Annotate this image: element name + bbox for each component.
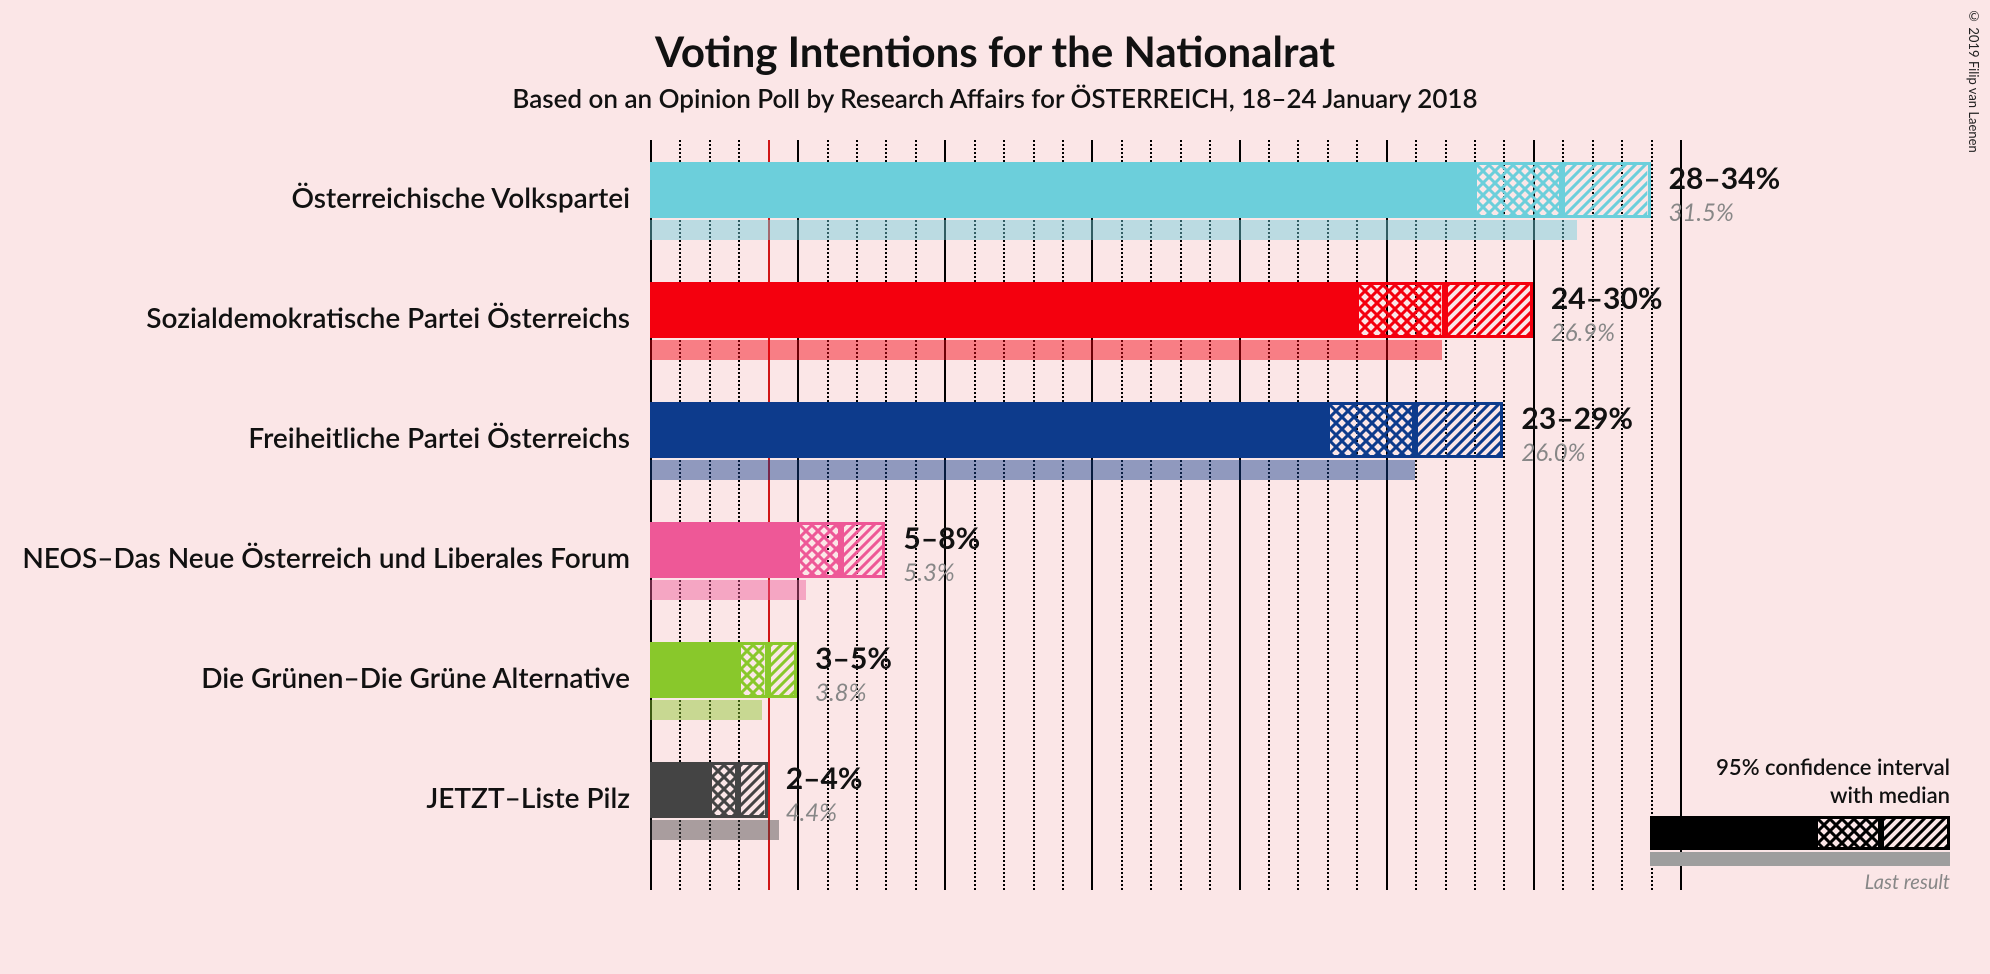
last-result-bar <box>650 820 779 840</box>
party-label: Freiheitliche Partei Österreichs <box>0 420 630 454</box>
chart-title: Voting Intentions for the Nationalrat <box>0 0 1990 76</box>
last-result-bar <box>650 700 762 720</box>
prev-label: 5.3% <box>903 558 954 587</box>
party-label: Die Grünen–Die Grüne Alternative <box>0 660 630 694</box>
last-result-bar <box>650 460 1415 480</box>
ci-bar <box>650 282 1533 338</box>
chart-subtitle: Based on an Opinion Poll by Research Aff… <box>0 82 1990 114</box>
ci-diag-segment <box>738 762 767 818</box>
ci-bar <box>650 762 768 818</box>
ci-bar <box>650 522 885 578</box>
ci-bar <box>650 162 1651 218</box>
ci-cross-segment <box>797 522 841 578</box>
ci-diag-segment <box>1445 282 1533 338</box>
legend: 95% confidence interval with median Last… <box>1610 753 1950 894</box>
range-label: 23–29% <box>1521 400 1633 436</box>
legend-title: 95% confidence interval with median <box>1610 753 1950 808</box>
ci-diag-segment <box>1562 162 1650 218</box>
ci-solid-segment <box>650 282 1356 338</box>
legend-line1: 95% confidence interval <box>1716 753 1950 780</box>
ci-cross-segment <box>709 762 738 818</box>
ci-bar <box>650 402 1503 458</box>
ci-solid-segment <box>650 522 797 578</box>
range-label: 2–4% <box>786 760 863 796</box>
ci-solid-segment <box>650 642 738 698</box>
ci-cross-segment <box>1356 282 1444 338</box>
party-label: NEOS–Das Neue Österreich und Liberales F… <box>0 540 630 574</box>
copyright-notice: © 2019 Filip van Laenen <box>1966 8 1982 153</box>
ci-solid-segment <box>650 162 1474 218</box>
prev-label: 31.5% <box>1669 198 1734 227</box>
party-label: Sozialdemokratische Partei Österreichs <box>0 300 630 334</box>
party-row: Freiheitliche Partei Österreichs 23–29%26… <box>0 388 1990 508</box>
legend-last-label: Last result <box>1610 870 1950 894</box>
party-row: Österreichische Volkspartei 28–34%31.5% <box>0 148 1990 268</box>
chart-area: Österreichische Volkspartei 28–34%31.5% So… <box>0 140 1990 940</box>
legend-last-bar <box>1650 852 1950 866</box>
range-label: 24–30% <box>1551 280 1663 316</box>
ci-solid-segment <box>650 402 1327 458</box>
legend-solid <box>1650 816 1815 850</box>
legend-line2: with median <box>1830 781 1950 808</box>
range-label: 5–8% <box>903 520 980 556</box>
prev-label: 26.9% <box>1551 318 1615 347</box>
range-label: 3–5% <box>815 640 892 676</box>
ci-cross-segment <box>1474 162 1562 218</box>
party-row: Die Grünen–Die Grüne Alternative 3–5%3.8% <box>0 628 1990 748</box>
legend-cross <box>1815 816 1881 850</box>
legend-ci-bar <box>1650 816 1950 850</box>
last-result-bar <box>650 580 806 600</box>
party-label: Österreichische Volkspartei <box>0 180 630 214</box>
legend-diag <box>1881 816 1950 850</box>
prev-label: 3.8% <box>815 678 866 707</box>
prev-label: 4.4% <box>786 798 837 827</box>
ci-diag-segment <box>1415 402 1503 458</box>
party-label: JETZT–Liste Pilz <box>0 780 630 814</box>
prev-label: 26.0% <box>1521 438 1585 467</box>
last-result-bar <box>650 220 1577 240</box>
ci-solid-segment <box>650 762 709 818</box>
last-result-bar <box>650 340 1442 360</box>
ci-bar <box>650 642 797 698</box>
ci-diag-segment <box>841 522 885 578</box>
ci-cross-segment <box>1327 402 1415 458</box>
range-label: 28–34% <box>1669 160 1781 196</box>
ci-diag-segment <box>768 642 797 698</box>
ci-cross-segment <box>738 642 767 698</box>
party-row: Sozialdemokratische Partei Österreichs 24… <box>0 268 1990 388</box>
party-row: NEOS–Das Neue Österreich und Liberales F… <box>0 508 1990 628</box>
